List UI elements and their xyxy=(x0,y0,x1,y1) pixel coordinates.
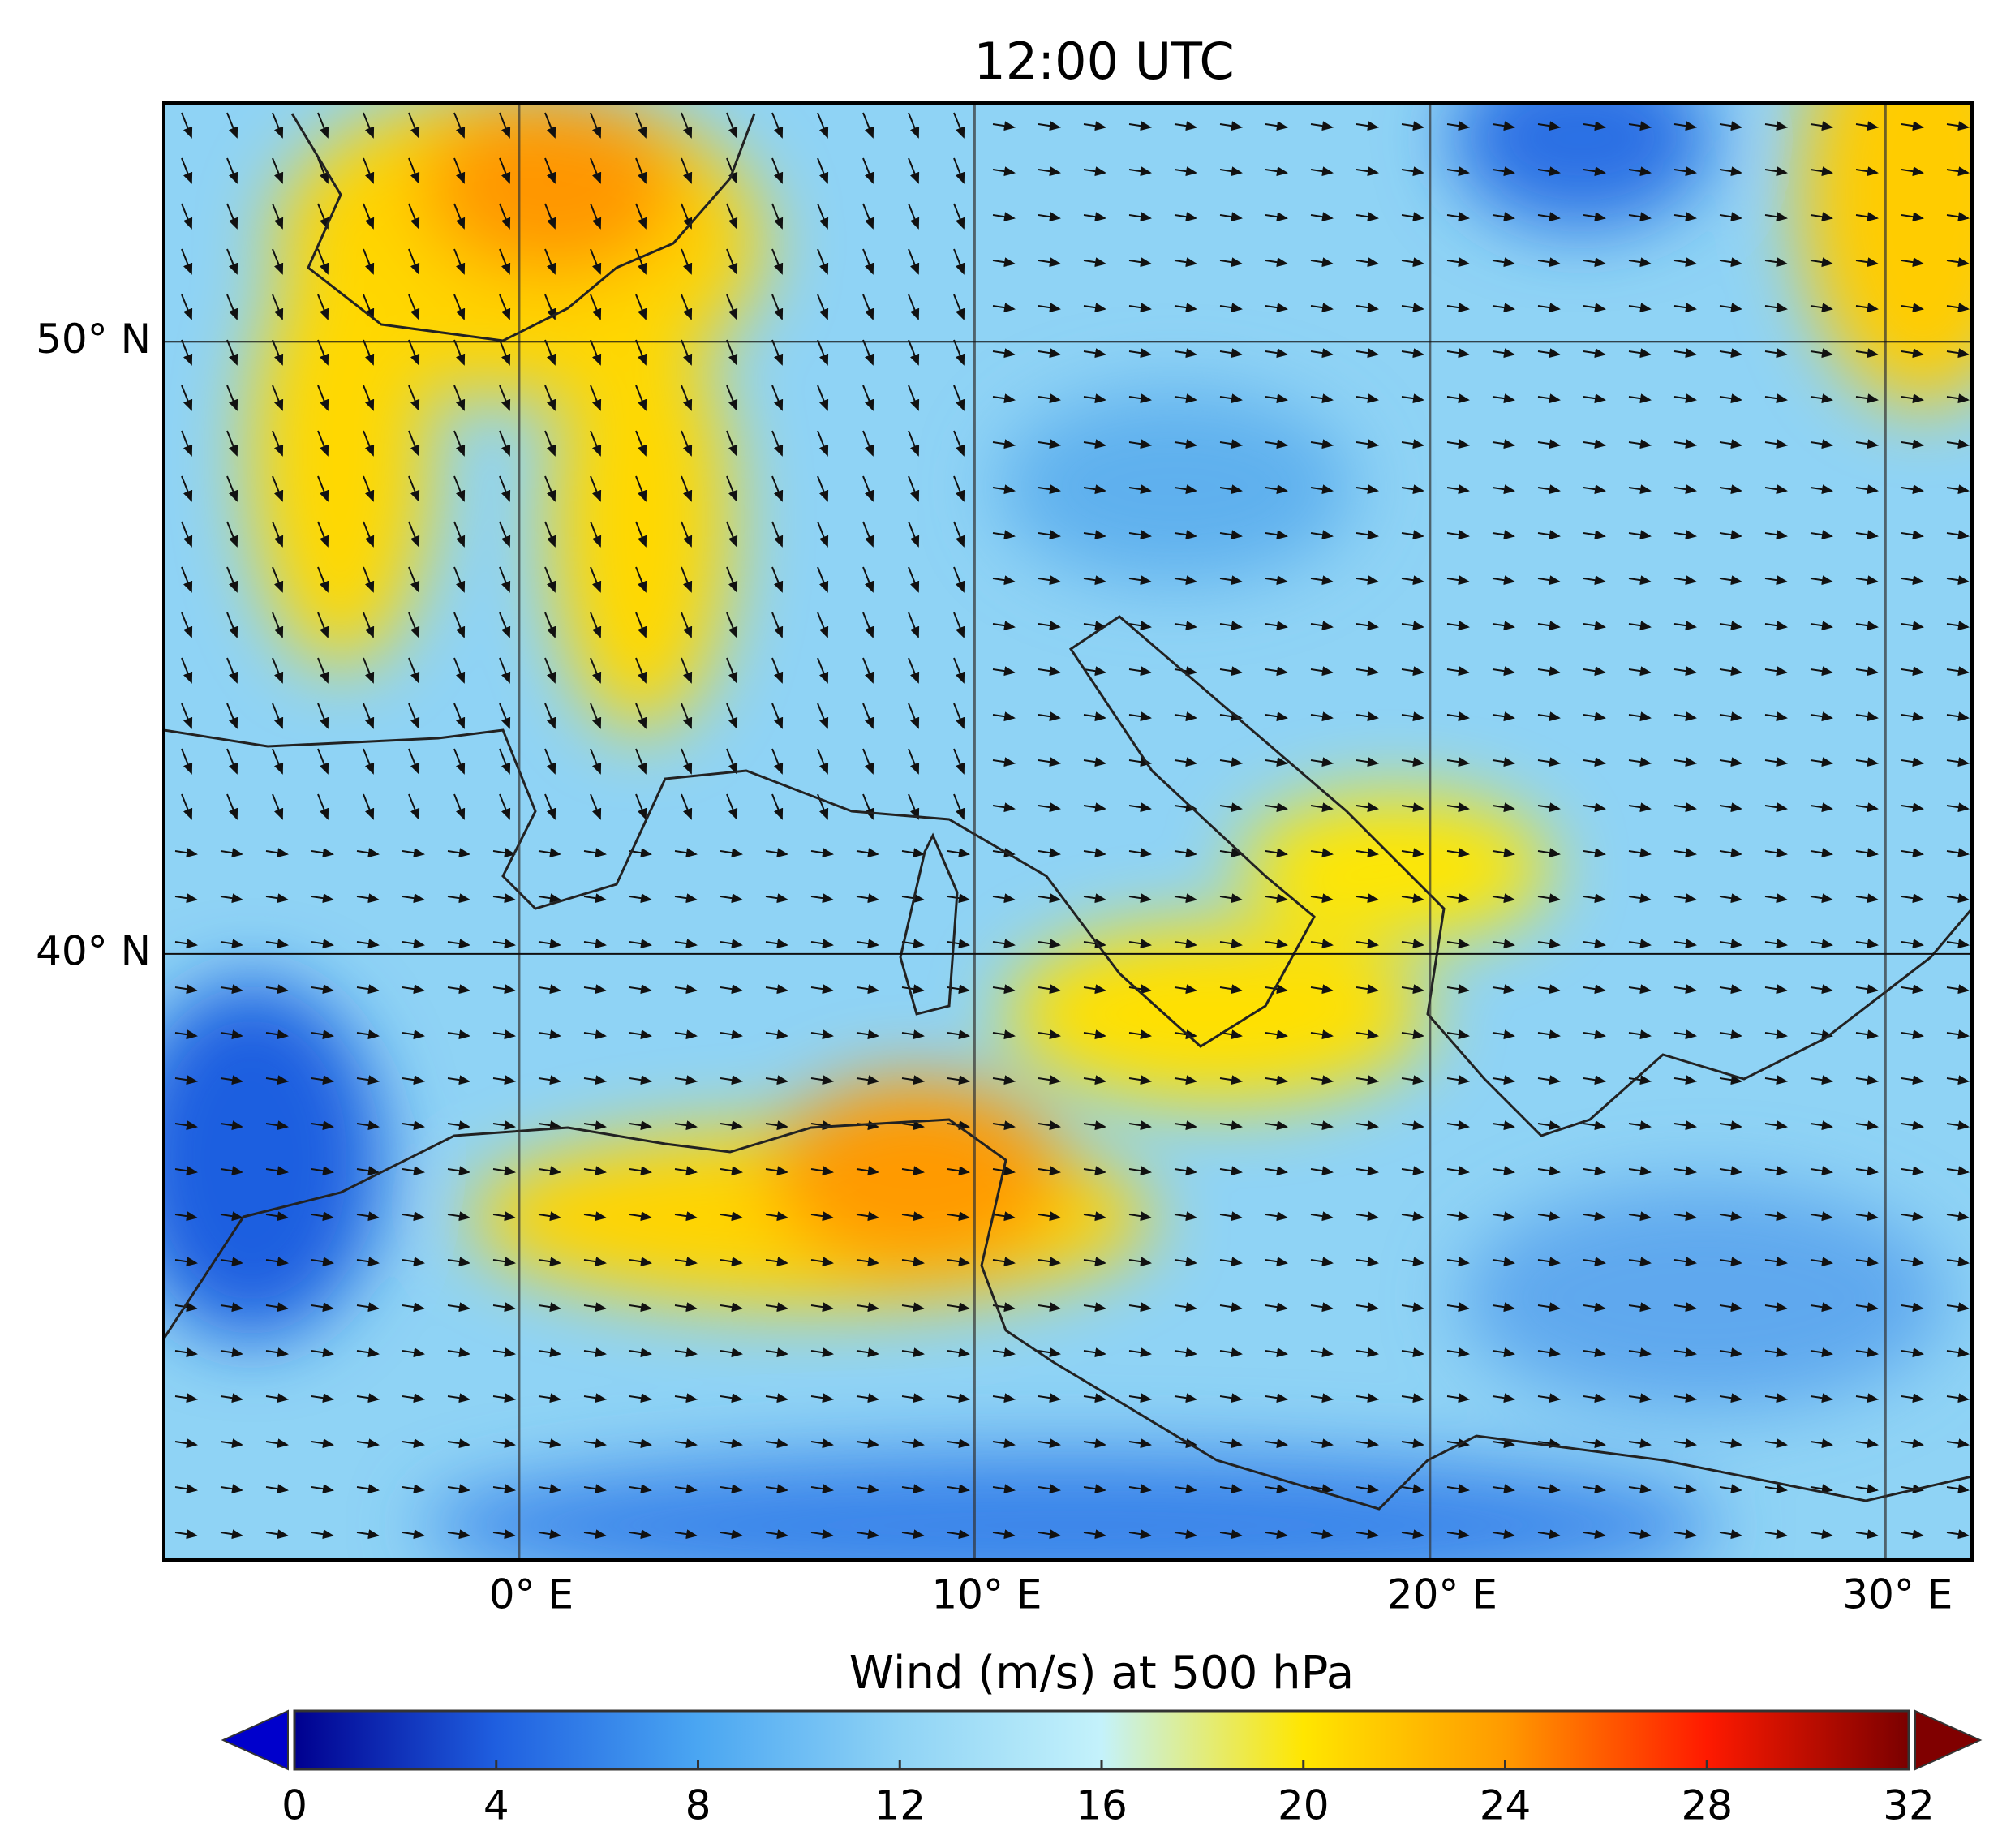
wind-arrows xyxy=(975,103,1972,833)
map-title: 12:00 UTC xyxy=(973,32,1234,91)
colorbar-tick-label: 8 xyxy=(685,1782,711,1829)
colorbar-tick-label: 0 xyxy=(281,1782,307,1829)
colorbar-tick-label: 16 xyxy=(1076,1782,1128,1829)
colorbar-tick-label: 12 xyxy=(874,1782,926,1829)
y-tick-label: 50° N xyxy=(36,316,151,363)
colorbar-under xyxy=(221,1709,289,1771)
y-tick-label: 40° N xyxy=(36,927,151,974)
axis-labels: 0° E 10° E 20° E 30° E 40° N 50° N xyxy=(36,316,1953,1618)
wind-arrows xyxy=(164,103,975,833)
colorbar: 0 4 8 12 16 20 24 28 32 xyxy=(221,1709,1983,1829)
coastlines xyxy=(164,113,1972,1511)
x-tick-label: 10° E xyxy=(931,1571,1042,1618)
colorbar-tick-label: 32 xyxy=(1883,1782,1935,1829)
colorbar-tick-label: 28 xyxy=(1681,1782,1733,1829)
map-frame xyxy=(162,101,1974,1562)
colorbar-title: Wind (m/s) at 500 hPa xyxy=(849,1647,1354,1700)
x-tick-label: 0° E xyxy=(489,1571,574,1618)
x-tick-label: 20° E xyxy=(1387,1571,1497,1618)
graticule xyxy=(164,103,1972,1560)
wind-arrows xyxy=(164,833,1972,1560)
colorbar-tick-label: 4 xyxy=(483,1782,509,1829)
colorbar-over xyxy=(1914,1709,1983,1771)
colorbar-tick-label: 24 xyxy=(1480,1782,1532,1829)
wind-field xyxy=(164,103,1972,1560)
colorbar-tick-label: 20 xyxy=(1278,1782,1330,1829)
x-tick-label: 30° E xyxy=(1842,1571,1953,1618)
